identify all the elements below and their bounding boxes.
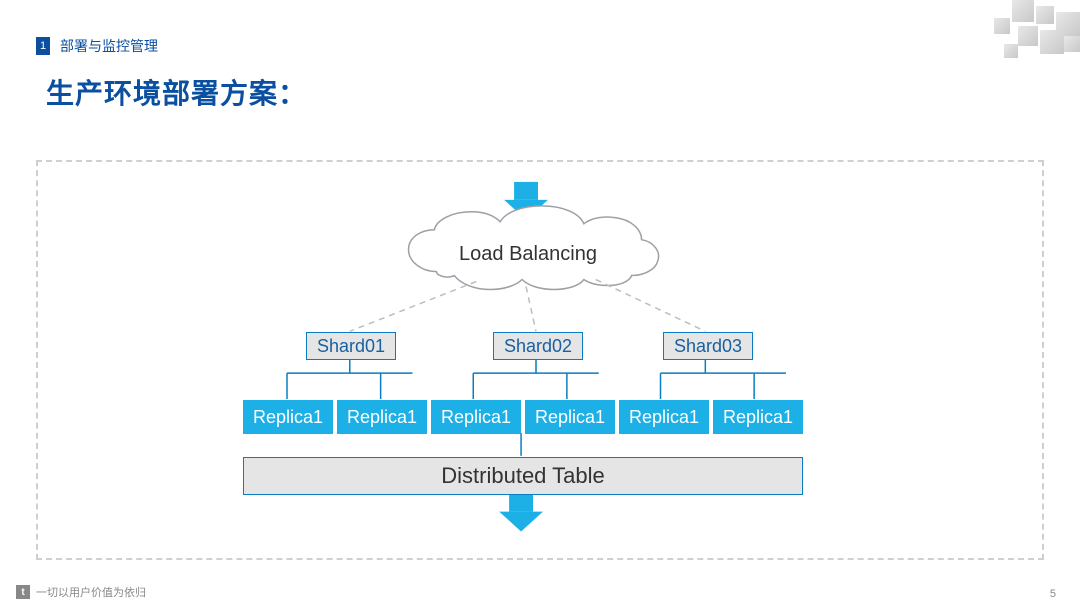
replica-box: Replica1: [525, 400, 615, 434]
footer-logo-icon: t: [16, 585, 30, 599]
diagram-container: Load Balancing Shard01 Shard02 Shard03 Rep…: [36, 160, 1044, 560]
page-number: 5: [1050, 588, 1056, 600]
shard-box: Shard02: [493, 332, 583, 360]
section-label: 部署与监控管理: [60, 36, 158, 56]
load-balancing-cloud: Load Balancing: [408, 222, 648, 286]
replica-box: Replica1: [337, 400, 427, 434]
distributed-table-box: Distributed Table: [243, 457, 803, 495]
replica-box: Replica1: [713, 400, 803, 434]
replica-layer: Replica1Replica1Replica1Replica1Replica1…: [243, 400, 803, 434]
footer-tagline: 一切以用户价值为依归: [36, 584, 146, 600]
cloud-to-shard-lines: [350, 280, 706, 332]
load-balancing-label: Load Balancing: [408, 222, 648, 286]
corner-decoration: [960, 0, 1080, 70]
replica-box: Replica1: [619, 400, 709, 434]
replica-box: Replica1: [243, 400, 333, 434]
footer: t 一切以用户价值为依归: [16, 584, 146, 600]
replica-box: Replica1: [431, 400, 521, 434]
section-header: 1 部署与监控管理: [36, 36, 158, 56]
shard-box: Shard01: [306, 332, 396, 360]
shard-replica-connectors: [287, 359, 786, 399]
section-number-badge: 1: [36, 37, 50, 55]
shard-box: Shard03: [663, 332, 753, 360]
arrow-down-bottom: [499, 494, 543, 532]
distributed-table-label: Distributed Table: [441, 463, 604, 489]
page-title: 生产环境部署方案：: [46, 72, 307, 112]
